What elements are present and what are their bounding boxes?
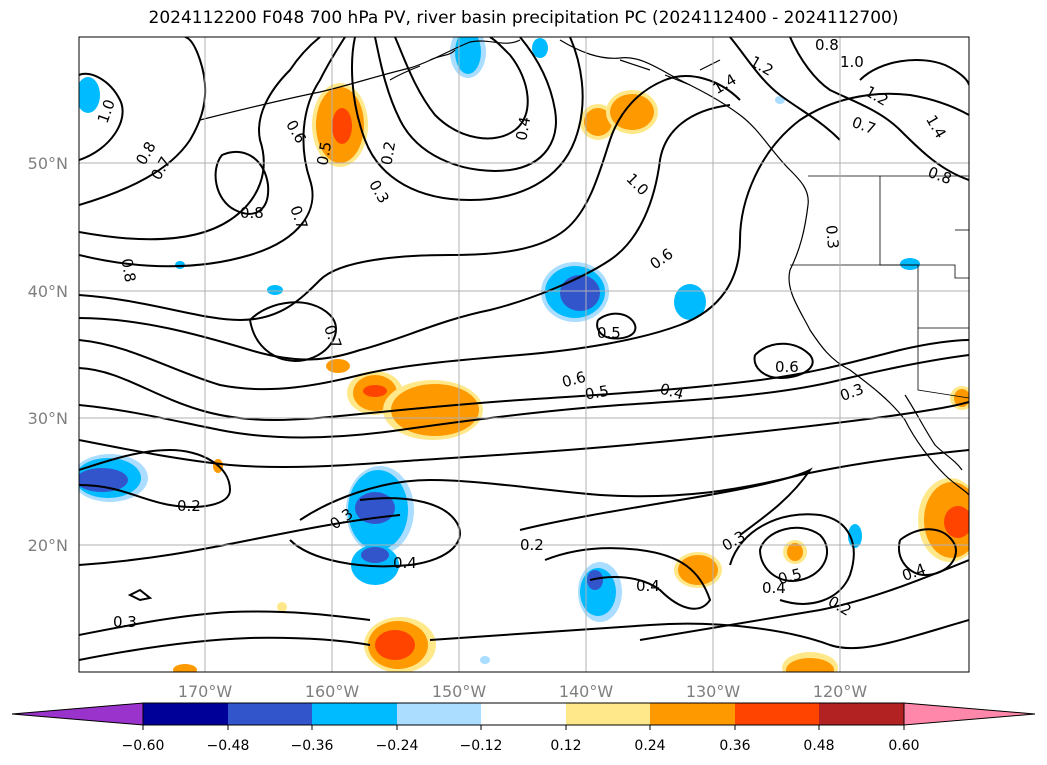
colorbar: −0.60 −0.48 −0.36 −0.24 −0.12 0.12 0.24 … bbox=[11, 702, 1036, 754]
contour-label: 0.8 bbox=[117, 257, 139, 284]
lon-label-170w: 170°W bbox=[178, 682, 233, 701]
contour-label: 0.5 bbox=[584, 382, 611, 404]
contour-label: 0.4 bbox=[393, 554, 417, 572]
contour-label: 0.2 bbox=[520, 536, 544, 554]
contour-label: 0.8 bbox=[240, 204, 264, 222]
colorbar-tick-label: −0.36 bbox=[291, 738, 334, 754]
lat-label-20n: 20°N bbox=[28, 536, 68, 555]
lat-label-30n: 30°N bbox=[28, 409, 68, 428]
contour-label: 0.2 bbox=[377, 140, 399, 167]
lon-label-120w: 120°W bbox=[813, 682, 868, 701]
colorbar-tick-label: −0.12 bbox=[460, 738, 503, 754]
plot-frame bbox=[78, 36, 970, 673]
contour-label: 0.4 bbox=[636, 577, 660, 595]
colorbar-segment bbox=[819, 703, 904, 725]
negative-anomaly-blobs bbox=[79, 37, 920, 664]
colorbar-tick-label: 0.12 bbox=[550, 738, 581, 754]
gridlines bbox=[79, 37, 969, 672]
coastlines bbox=[199, 39, 969, 496]
colorbar-segment bbox=[397, 703, 481, 725]
colorbar-segment bbox=[228, 703, 312, 725]
colorbar-tick-label: 0.36 bbox=[719, 738, 750, 754]
contour-label: 0.5 bbox=[313, 140, 335, 167]
longitude-labels: 170°W 160°W 150°W 140°W 130°W 120°W bbox=[178, 682, 868, 701]
contour-label: 0.5 bbox=[597, 324, 621, 342]
colorbar-tick-label: −0.60 bbox=[122, 738, 165, 754]
contour-label: 0.3 bbox=[113, 613, 137, 631]
contour-label: 0.4 bbox=[762, 579, 786, 597]
colorbar-tick-label: 0.48 bbox=[803, 738, 834, 754]
colorbar-tick-label: 0.60 bbox=[888, 738, 919, 754]
colorbar-tick-label: 0.24 bbox=[634, 738, 665, 754]
colorbar-segment bbox=[735, 703, 819, 725]
colorbar-segment bbox=[143, 703, 228, 725]
lon-label-130w: 130°W bbox=[686, 682, 741, 701]
lat-label-50n: 50°N bbox=[28, 154, 68, 173]
contour-label: 0.3 bbox=[822, 224, 842, 249]
contour-label: 0.4 bbox=[658, 380, 686, 404]
contour-label: 0.2 bbox=[177, 497, 201, 515]
contour-label: 0.6 bbox=[560, 368, 588, 392]
contour-label: 1.0 bbox=[840, 53, 864, 71]
positive-anomaly-blobs bbox=[173, 83, 969, 672]
colorbar-tick-label: −0.48 bbox=[207, 738, 250, 754]
contour-label: 0.4 bbox=[512, 115, 534, 142]
precip-shading bbox=[79, 37, 969, 672]
colorbar-tick-label: −0.24 bbox=[376, 738, 419, 754]
colorbar-segment bbox=[312, 703, 397, 725]
colorbar-over-arrow bbox=[903, 702, 1036, 726]
colorbar-segment bbox=[566, 703, 650, 725]
contour-label: 0.8 bbox=[815, 36, 839, 54]
colorbar-segment bbox=[481, 703, 566, 725]
latitude-labels: 50°N 40°N 30°N 20°N bbox=[28, 154, 68, 555]
lon-label-150w: 150°W bbox=[432, 682, 487, 701]
map-title: 2024112200 F048 700 hPa PV, river basin … bbox=[148, 8, 899, 28]
colorbar-segment bbox=[650, 703, 735, 725]
colorbar-under-arrow bbox=[11, 702, 144, 726]
lon-label-160w: 160°W bbox=[305, 682, 360, 701]
lon-label-140w: 140°W bbox=[559, 682, 614, 701]
pv-contours bbox=[79, 37, 969, 661]
contour-label: 0.5 bbox=[776, 565, 804, 589]
contour-label: 0.6 bbox=[775, 358, 799, 376]
lat-label-40n: 40°N bbox=[28, 282, 68, 301]
